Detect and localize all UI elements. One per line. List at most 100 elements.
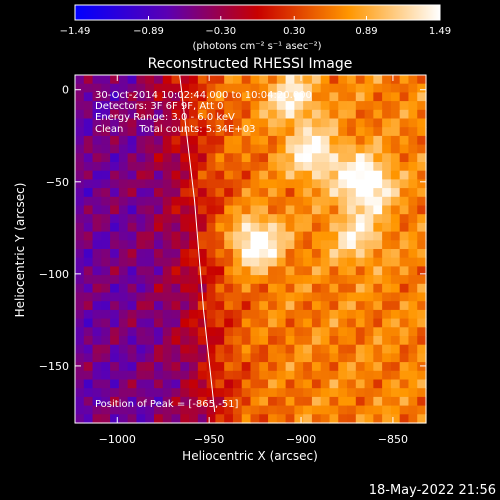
heatmap-cell (83, 179, 94, 189)
heatmap-cell (250, 249, 260, 259)
heatmap-cell (250, 327, 260, 337)
heatmap-cell (136, 362, 146, 372)
heatmap-cell (145, 188, 155, 198)
heatmap-cell (347, 405, 357, 415)
heatmap-cell (118, 370, 129, 381)
heatmap-cell (101, 240, 111, 250)
heatmap-cell (197, 153, 208, 163)
heatmap-cell (285, 92, 295, 102)
heatmap-cell (276, 135, 287, 146)
heatmap-cell (285, 370, 295, 381)
heatmap-cell (311, 179, 322, 189)
heatmap-cell (338, 144, 348, 154)
heatmap-cell (320, 127, 331, 137)
heatmap-cell (276, 214, 287, 224)
heatmap-cell (373, 388, 383, 398)
heatmap-cell (285, 344, 295, 354)
heatmap-cell (189, 205, 199, 215)
heatmap-cell (241, 144, 252, 154)
heatmap-cell (162, 75, 173, 85)
heatmap-cell (110, 309, 120, 320)
heatmap-cell (189, 75, 199, 85)
heatmap-cell (153, 336, 164, 346)
heatmap-cell (338, 388, 348, 398)
heatmap-cell (276, 327, 287, 337)
heatmap-cell (329, 257, 339, 267)
heatmap-cell (390, 327, 401, 337)
heatmap-cell (153, 327, 164, 337)
heatmap-cell (268, 162, 278, 172)
heatmap-cell (162, 414, 173, 424)
heatmap-cell (136, 118, 146, 128)
heatmap-cell (311, 92, 322, 102)
heatmap-cell (417, 353, 427, 363)
heatmap-cell (197, 362, 208, 372)
heatmap-cell (180, 170, 190, 180)
heatmap-cell (75, 257, 85, 267)
heatmap-cell (320, 144, 331, 154)
heatmap-cell (232, 370, 243, 381)
heatmap-cell (241, 75, 252, 85)
heatmap-cell (92, 379, 102, 389)
heatmap-cell (232, 179, 243, 189)
heatmap-cell (145, 379, 155, 389)
heatmap-cell (206, 83, 217, 93)
heatmap-cell (294, 249, 304, 259)
heatmap-cell (180, 266, 190, 276)
heatmap-cell (224, 153, 234, 163)
heatmap-cell (338, 327, 348, 337)
heatmap-cell (364, 214, 374, 224)
heatmap-cell (311, 240, 322, 250)
heatmap-cell (197, 75, 208, 85)
heatmap-cell (355, 83, 366, 93)
heatmap-cell (338, 249, 348, 259)
heatmap-cell (285, 309, 295, 320)
heatmap-cell (259, 179, 269, 189)
heatmap-cell (180, 214, 190, 224)
heatmap-cell (153, 222, 164, 233)
heatmap-cell (329, 83, 339, 93)
heatmap-cell (364, 127, 374, 137)
heatmap-cell (110, 292, 120, 302)
heatmap-cell (241, 179, 252, 189)
heatmap-cell (259, 118, 269, 128)
heatmap-cell (118, 275, 129, 285)
heatmap-cell (338, 196, 348, 207)
heatmap-cell (206, 153, 217, 163)
heatmap-cell (399, 196, 410, 207)
heatmap-cell (153, 135, 164, 146)
heatmap-cell (162, 344, 173, 354)
heatmap-cell (92, 275, 102, 285)
heatmap-cell (294, 414, 304, 424)
heatmap-cell (110, 231, 120, 241)
heatmap-cell (136, 240, 146, 250)
heatmap-cell (259, 170, 269, 180)
heatmap-cell (206, 370, 217, 381)
heatmap-cell (153, 388, 164, 398)
heatmap-cell (382, 162, 392, 172)
heatmap-cell (276, 188, 287, 198)
heatmap-cell (250, 292, 260, 302)
heatmap-cell (268, 249, 278, 259)
heatmap-cell (215, 109, 225, 120)
heatmap-cell (92, 318, 102, 328)
heatmap-cell (294, 396, 304, 407)
heatmap-cell (382, 222, 392, 233)
heatmap-cell (303, 344, 313, 354)
heatmap-cell (276, 153, 287, 163)
heatmap-cell (399, 92, 410, 102)
heatmap-cell (364, 362, 374, 372)
heatmap-cell (311, 196, 322, 207)
heatmap-cell (136, 83, 146, 93)
heatmap-cell (276, 388, 287, 398)
heatmap-cell (373, 101, 383, 111)
heatmap-cell (83, 257, 94, 267)
heatmap-cell (127, 92, 138, 102)
heatmap-cell (180, 75, 190, 85)
heatmap-cell (364, 396, 374, 407)
heatmap-cell (92, 249, 102, 259)
heatmap-cell (294, 127, 304, 137)
heatmap-cell (320, 214, 331, 224)
heatmap-cell (364, 405, 374, 415)
heatmap-cell (241, 405, 252, 415)
